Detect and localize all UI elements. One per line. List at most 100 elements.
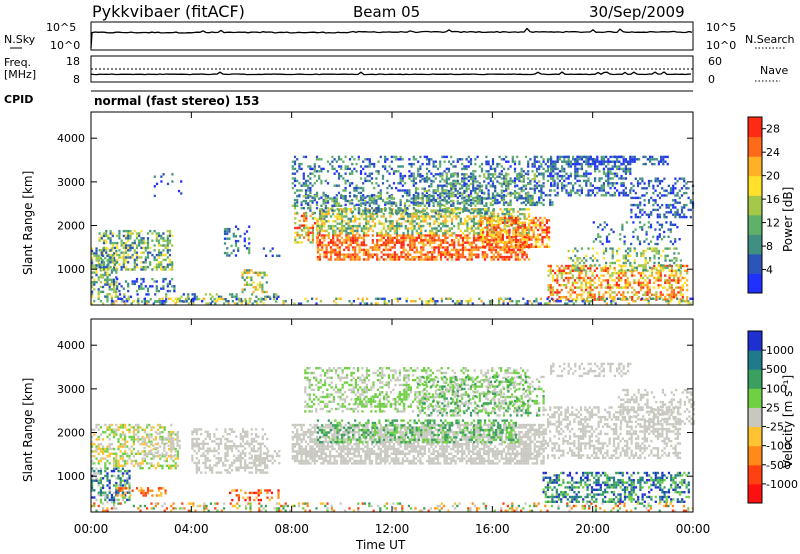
heatmap-cell xyxy=(667,235,670,238)
heatmap-cell xyxy=(485,197,488,200)
heatmap-cell xyxy=(261,283,264,286)
heatmap-cell xyxy=(526,228,529,232)
heatmap-cell xyxy=(360,212,363,216)
heatmap-cell xyxy=(376,248,379,252)
heatmap-cell xyxy=(298,182,301,185)
heatmap-cell xyxy=(414,203,418,207)
heatmap-cell xyxy=(660,155,663,159)
heatmap-cell xyxy=(521,238,524,241)
heatmap-cell xyxy=(475,253,478,256)
heatmap-cell xyxy=(465,165,468,168)
heatmap-cell xyxy=(567,165,570,168)
heatmap-cell xyxy=(565,172,568,175)
heatmap-cell xyxy=(390,204,393,207)
heatmap-cell xyxy=(409,258,412,261)
heatmap-cell xyxy=(480,185,484,188)
heatmap-cell xyxy=(580,189,583,192)
heatmap-cell xyxy=(448,210,451,213)
heatmap-cell xyxy=(634,215,637,219)
heatmap-cell xyxy=(558,284,561,287)
heatmap-cell xyxy=(486,231,489,234)
heatmap-cell xyxy=(503,212,506,216)
heatmap-cell xyxy=(489,177,492,180)
heatmap-cell xyxy=(470,253,473,256)
heatmap-cell xyxy=(472,210,476,213)
heatmap-cell xyxy=(453,208,456,211)
heatmap-cell xyxy=(479,228,482,232)
heatmap-cell xyxy=(589,162,592,166)
heatmap-cell xyxy=(378,258,381,261)
heatmap-cell xyxy=(467,165,470,168)
heatmap-cell xyxy=(638,226,642,229)
heatmap-cell xyxy=(636,182,640,185)
heatmap-cell xyxy=(627,162,630,166)
heatmap-cell xyxy=(401,158,404,161)
heatmap-cell xyxy=(680,187,684,190)
heatmap-cell xyxy=(157,234,161,238)
heatmap-cell xyxy=(307,203,310,207)
heatmap-cell xyxy=(421,174,424,178)
heatmap-cell xyxy=(275,300,278,303)
heatmap-cell xyxy=(320,179,323,183)
heatmap-cell xyxy=(124,268,128,271)
heatmap-cell xyxy=(605,223,609,226)
heatmap-cell xyxy=(344,179,347,183)
heatmap-cell xyxy=(329,241,333,244)
heatmap-cell xyxy=(437,239,440,242)
heatmap-cell xyxy=(464,248,467,252)
heatmap-cell xyxy=(408,189,411,192)
heatmap-cell xyxy=(129,256,132,259)
heatmap-cell xyxy=(252,271,255,274)
heatmap-cell xyxy=(512,208,515,211)
heatmap-cell xyxy=(585,182,588,185)
heatmap-cell xyxy=(127,246,130,250)
heatmap-cell xyxy=(497,253,500,256)
heatmap-cell xyxy=(127,234,130,238)
heatmap-cell xyxy=(359,170,363,173)
heatmap-cell xyxy=(333,158,336,161)
heatmap-cell xyxy=(486,255,489,259)
heatmap-cell xyxy=(421,199,424,202)
heatmap-cell xyxy=(382,241,385,244)
heatmap-cell xyxy=(298,189,301,192)
heatmap-cell xyxy=(400,236,403,240)
heatmap-cell xyxy=(671,242,675,246)
heatmap-cell xyxy=(467,179,470,183)
heatmap-cell xyxy=(596,259,599,262)
heatmap-cell xyxy=(91,295,94,298)
heatmap-cell xyxy=(587,177,590,180)
heatmap-cell xyxy=(338,255,341,259)
heatmap-cell xyxy=(446,220,449,223)
heatmap-cell xyxy=(630,208,633,212)
heatmap-cell xyxy=(419,180,422,183)
heatmap-cell xyxy=(426,234,429,237)
heatmap-cell xyxy=(248,249,251,252)
heatmap-cell xyxy=(642,266,645,269)
heatmap-cell xyxy=(373,246,377,249)
heatmap-cell xyxy=(355,197,358,200)
heatmap-cell xyxy=(165,293,168,296)
heatmap-cell xyxy=(618,165,621,168)
heatmap-cell xyxy=(673,257,676,260)
heatmap-cell xyxy=(453,248,456,252)
heatmap-cell xyxy=(594,158,597,161)
heatmap-cell xyxy=(512,231,515,234)
heatmap-cell xyxy=(591,296,594,299)
heatmap-cell xyxy=(677,281,680,284)
heatmap-cell xyxy=(91,266,94,269)
heatmap-cell xyxy=(676,191,679,195)
heatmap-cell xyxy=(106,283,109,286)
heatmap-cell xyxy=(641,194,644,197)
heatmap-cell xyxy=(468,232,471,235)
heatmap-cell xyxy=(254,271,257,274)
heatmap-cell xyxy=(466,258,469,261)
heatmap-cell xyxy=(311,201,314,204)
heatmap-cell xyxy=(425,189,429,193)
heatmap-cell xyxy=(500,196,503,199)
heatmap-cell xyxy=(616,174,619,178)
heatmap-cell xyxy=(293,179,297,183)
heatmap-cell xyxy=(142,287,145,290)
heatmap-cell xyxy=(680,211,684,214)
heatmap-cell xyxy=(519,245,522,248)
heatmap-cell xyxy=(617,284,621,287)
